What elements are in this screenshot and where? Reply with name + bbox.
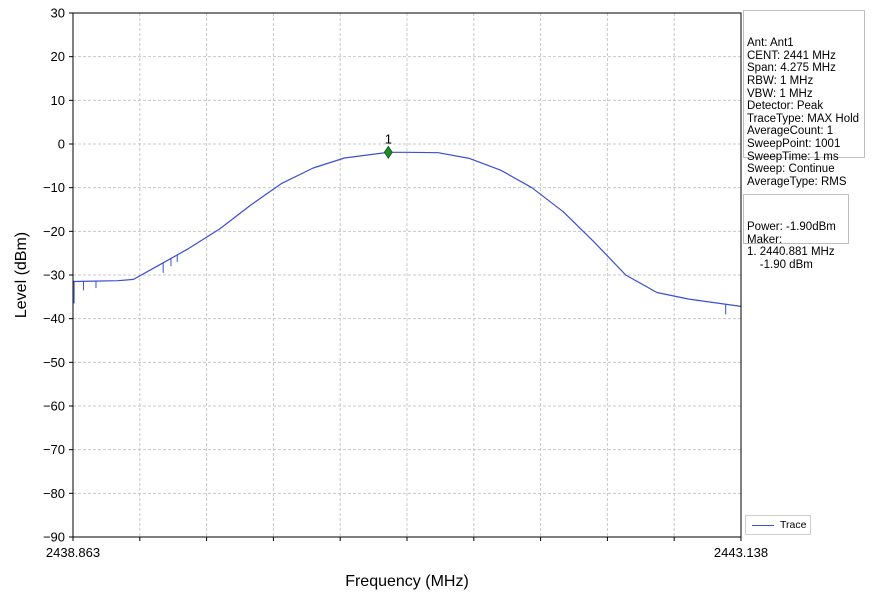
settings-panel: Ant: Ant1 CENT: 2441 MHz Span: 4.275 MHz RB… [743, 10, 865, 188]
x-axis-title: Frequency (MHz) [345, 573, 469, 590]
y-tick-label: −50 [43, 355, 65, 370]
x-tick-label: 2438.863 [46, 545, 100, 560]
y-tick-label: −60 [43, 399, 65, 414]
y-tick-label: 20 [51, 49, 65, 64]
y-tick-label: −40 [43, 311, 65, 326]
settings-line: VBW: 1 MHz [747, 87, 813, 100]
settings-line: Detector: Peak [747, 100, 824, 113]
ticks: 2438.863 2443.138 30 20 10 0 −10 −20 −30 −40 −50 −6… [43, 6, 768, 561]
y-tick-label: 30 [51, 6, 65, 21]
marker-readout-line: Power: -1.90dBm [747, 221, 836, 234]
settings-line: AverageType: RMS [747, 175, 847, 188]
marker-readout-lines: Power: -1.90dBm Maker: 1. 2440.881 MHz -1.… [747, 221, 845, 271]
settings-line: Sweep: Continue [747, 163, 835, 176]
marker-label: 1 [385, 131, 392, 146]
marker-readout-line: Maker: [747, 233, 783, 246]
marker-readout-panel: Power: -1.90dBm Maker: 1. 2440.881 MHz -1.… [743, 194, 849, 271]
marker-layer: 1 [383, 131, 393, 160]
y-tick-label: −20 [43, 224, 65, 239]
settings-line: Span: 4.275 MHz [747, 62, 836, 75]
marker-readout-line: 1. 2440.881 MHz [747, 246, 835, 259]
marker-readout-line: -1.90 dBm [747, 258, 813, 271]
trace-line [72, 151, 742, 307]
settings-line: TraceType: MAX Hold [747, 112, 860, 125]
grid [73, 13, 741, 537]
y-tick-label: −90 [43, 530, 65, 545]
legend-trace-swatch [752, 525, 774, 526]
legend: Trace [745, 515, 811, 535]
y-tick-label: −80 [43, 486, 65, 501]
settings-line: SweepTime: 1 ms [747, 150, 839, 163]
settings-line: Ant: Ant1 [747, 37, 794, 50]
marker-diamond [383, 145, 393, 160]
legend-trace-label: Trace [780, 519, 807, 531]
y-tick-label: −10 [43, 180, 65, 195]
settings-lines: Ant: Ant1 CENT: 2441 MHz Span: 4.275 MHz RB… [747, 37, 861, 188]
y-tick-label: 10 [51, 93, 65, 108]
y-axis-title: Level (dBm) [13, 232, 30, 318]
settings-line: SweepPoint: 1001 [747, 137, 841, 150]
settings-line: CENT: 2441 MHz [747, 49, 836, 62]
x-tick-label: 2443.138 [714, 545, 768, 560]
y-tick-label: −30 [43, 268, 65, 283]
settings-line: AverageCount: 1 [747, 125, 834, 138]
y-tick-label: 0 [58, 137, 65, 152]
y-tick-label: −70 [43, 442, 65, 457]
settings-line: RBW: 1 MHz [747, 74, 814, 87]
trace-layer [72, 151, 742, 315]
